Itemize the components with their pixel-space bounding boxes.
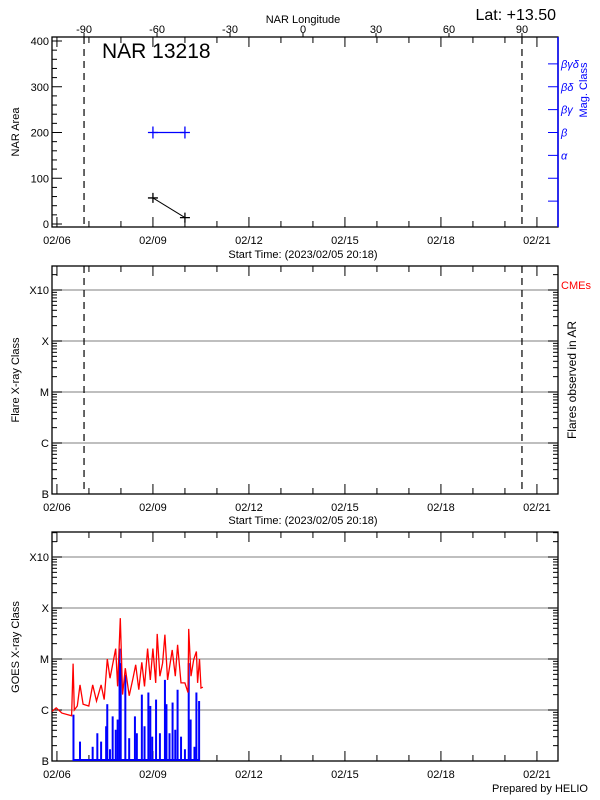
- panel1-y-tick-label: 100: [31, 173, 49, 185]
- panel2-x-tick-label: 02/09: [139, 502, 167, 514]
- panel2-x-tick-label: 02/15: [331, 502, 359, 514]
- mag-class-tick-label: α: [561, 150, 568, 162]
- area-line: [152, 197, 186, 219]
- panel3-x-tick-label: 02/18: [427, 769, 455, 781]
- panel1-y-tick-label: 400: [31, 36, 49, 48]
- panel2-x-tick-label: 02/21: [523, 502, 551, 514]
- longitude-tick-label: 30: [370, 24, 382, 36]
- panel1-x-tick-label: 02/12: [235, 235, 263, 247]
- area-point: [179, 212, 190, 223]
- mag-class-tick-label: βδ: [560, 82, 574, 94]
- longitude-tick-label: -60: [149, 24, 165, 36]
- panel2-y2label: Flares observed in AR: [565, 321, 579, 439]
- panel3-x-tick-label: 02/12: [235, 769, 263, 781]
- longitude-axis-label: NAR Longitude: [266, 14, 341, 26]
- panel1-xlabel: Start Time: (2023/02/05 20:18): [228, 249, 377, 261]
- panel1-y-tick-label: 300: [31, 82, 49, 94]
- prepared-by: Prepared by HELIO: [492, 783, 588, 795]
- mag-class-tick-label: βγδ: [560, 59, 580, 71]
- cme-label: CMEs: [561, 280, 591, 292]
- panel2-frame: [51, 265, 559, 495]
- panel3-y-tick-label: C: [41, 705, 49, 717]
- panel3-x-tick-label: 02/21: [523, 769, 551, 781]
- latitude-label: Lat: +13.50: [475, 7, 556, 24]
- panel3-y-tick-label: B: [42, 756, 49, 768]
- panel1-y-tick-label: 0: [43, 219, 49, 231]
- panel3-x-tick-label: 02/15: [331, 769, 359, 781]
- panel2-y-tick-label: X10: [29, 285, 49, 297]
- panel3-y-tick-label: M: [40, 654, 49, 666]
- mag-class-tick-label: β: [560, 128, 568, 140]
- panel2-x-tick-label: 02/12: [235, 502, 263, 514]
- panel3-x-tick-label: 02/06: [43, 769, 71, 781]
- panel2-y-tick-label: C: [41, 438, 49, 450]
- ar-title: NAR 13218: [102, 40, 211, 63]
- panel2-y-tick-label: X: [42, 336, 50, 348]
- panel2-y-tick-label: B: [42, 489, 49, 501]
- panel1-x-tick-label: 02/09: [139, 235, 167, 247]
- longitude-tick-label: 60: [443, 24, 455, 36]
- panel2-ylabel: Flare X-ray Class: [10, 337, 22, 422]
- panel1-x-tick-label: 02/06: [43, 235, 71, 247]
- panel3-frame: [51, 531, 559, 762]
- panel1-frame: [51, 36, 559, 228]
- panel2-x-tick-label: 02/06: [43, 502, 71, 514]
- longitude-tick-label: 0: [300, 24, 306, 36]
- panel1-ylabel: NAR Area: [10, 107, 22, 157]
- panel1-x-tick-label: 02/21: [523, 235, 551, 247]
- goes-long-line: [51, 618, 204, 717]
- longitude-tick-label: -30: [222, 24, 238, 36]
- panel2-xlabel: Start Time: (2023/02/05 20:18): [228, 515, 377, 527]
- panel2-y-tick-label: M: [40, 387, 49, 399]
- longitude-tick-label: -90: [76, 24, 92, 36]
- panel1-y-tick-label: 200: [31, 128, 49, 140]
- panel3-x-tick-label: 02/09: [139, 769, 167, 781]
- area-point: [147, 192, 158, 203]
- panel1-x-tick-label: 02/15: [331, 235, 359, 247]
- panel3-y-tick-label: X10: [29, 552, 49, 564]
- panel1-x-tick-label: 02/18: [427, 235, 455, 247]
- mag-class-point: [147, 126, 158, 139]
- panel3-ylabel: GOES X-ray Class: [10, 601, 22, 693]
- longitude-tick-label: 90: [516, 24, 528, 36]
- panel1-y2label: Mag. Class: [578, 62, 590, 118]
- mag-class-tick-label: βγ: [560, 105, 574, 117]
- panel2-x-tick-label: 02/18: [427, 502, 455, 514]
- panel3-y-tick-label: X: [42, 603, 50, 615]
- mag-class-point: [179, 126, 190, 139]
